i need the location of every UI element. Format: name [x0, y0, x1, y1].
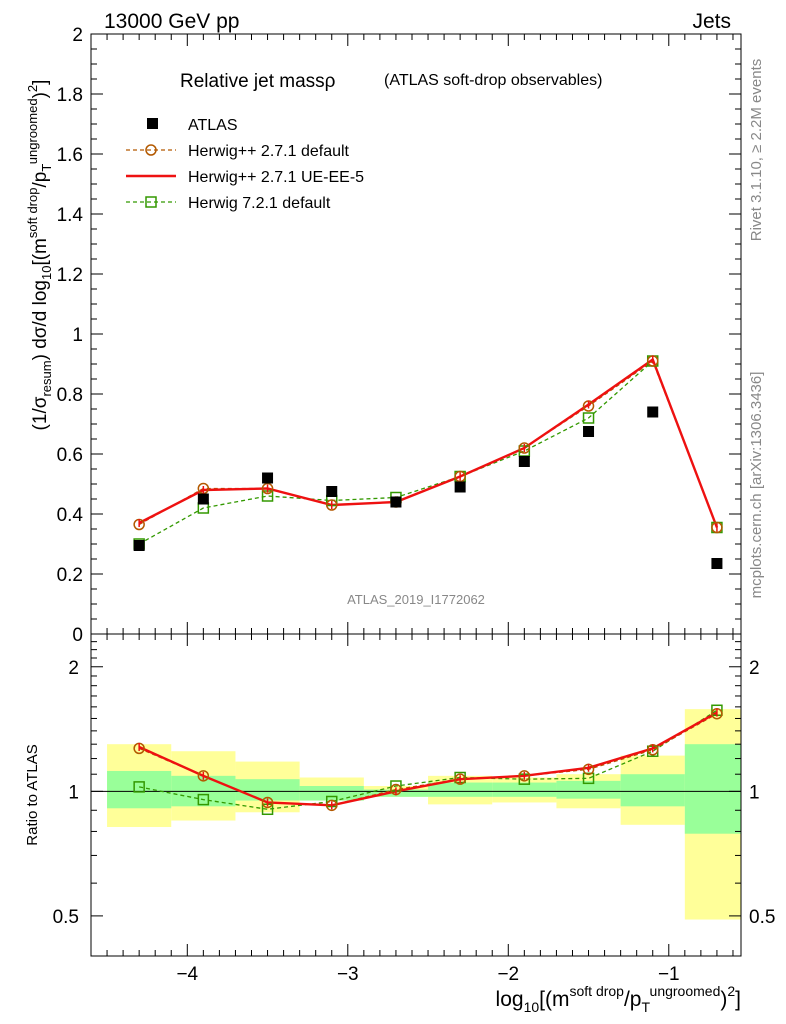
header-energy: 13000 GeV pp: [104, 10, 239, 33]
ratio-ytick-label: 0.5: [53, 907, 79, 928]
atlas-point: [647, 406, 659, 418]
ratio-band-inner: [428, 782, 493, 797]
legend-label-h721: Herwig 7.2.1 default: [188, 195, 331, 212]
series-line-ueee5: [138, 357, 719, 528]
legend: ATLAS Herwig++ 2.7.1 default Herwig++ 2.…: [126, 117, 364, 212]
legend-label-ueee5: Herwig++ 2.7.1 UE-EE-5: [188, 169, 364, 186]
plot-subtitle: (ATLAS soft-drop observables): [384, 72, 602, 89]
main-ytick-label: 0.6: [57, 445, 83, 466]
legend-marker-atlas: [147, 118, 158, 129]
plot-title: Relative jet massρ: [180, 71, 336, 92]
ratio-h271-point: [197, 770, 210, 782]
main-ytick-label: 1.8: [57, 85, 83, 106]
ratio-ytick-label: 1: [68, 782, 79, 803]
legend-marker-h271: [145, 144, 157, 156]
h271-point: [325, 499, 338, 511]
ratio-xtick-label: −2: [497, 964, 519, 985]
ratio-band-inner: [620, 774, 685, 807]
main-ytick-label: 2: [72, 25, 83, 46]
ratio-ylabel: Ratio to ATLAS: [24, 744, 41, 845]
h271-point: [518, 442, 531, 454]
atlas-point: [326, 486, 338, 497]
main-ytick-label: 0.8: [57, 385, 83, 406]
ratio-ytick-label-right: 0.5: [749, 907, 775, 928]
ratio-h271-point: [454, 773, 466, 785]
main-ytick-label: 1: [72, 325, 83, 346]
ratio-ytick-label-right: 2: [749, 658, 760, 679]
series-line-h271: [138, 359, 718, 528]
ratio-h721-point: [133, 781, 145, 793]
main-ytick-label: 1.2: [57, 265, 83, 286]
ratio-h271-point: [261, 796, 274, 809]
ratio-ytick-label: 2: [68, 658, 79, 679]
atlas-point: [197, 493, 209, 505]
mcplots-label: mcplots.cern.ch [arXiv:1306.3436]: [748, 372, 765, 599]
x-axis-label: log10[(msoft drop/pTungroomed)2]: [496, 983, 741, 1015]
ratio-band-inner: [107, 770, 172, 809]
h721-point: [582, 412, 595, 424]
legend-marker-h721: [145, 196, 157, 208]
ratio-line-ueee5: [138, 711, 718, 807]
ratio-band-inner: [299, 786, 364, 801]
h271-point: [711, 521, 723, 534]
analysis-id: ATLAS_2019_I1772062: [347, 592, 485, 607]
legend-label-h271: Herwig++ 2.7.1 default: [188, 143, 350, 160]
ratio-h271-point: [518, 770, 531, 782]
ratio-band-inner: [492, 782, 557, 797]
ratio-h721-point: [582, 772, 595, 785]
ratio-band-inner: [556, 780, 621, 799]
main-panel: 0 0.2 0.4 0.6 0.8 1 1.2 1.4 1.6 1.8 2: [57, 25, 742, 646]
atlas-point: [133, 540, 145, 551]
ratio-xtick-label: −1: [658, 964, 680, 985]
rivet-label: Rivet 3.1.10, ≥ 2.2M events: [748, 59, 765, 242]
atlas-point: [262, 472, 274, 484]
main-ytick-label: 0.4: [57, 505, 84, 526]
legend-label-atlas: ATLAS: [188, 117, 238, 134]
ratio-h721-point: [197, 793, 210, 806]
atlas-point: [518, 456, 530, 467]
ratio-panel: −4 −3 −2 −1 0.5 0.5 1 1 2 2: [53, 633, 775, 985]
atlas-point: [454, 481, 466, 493]
main-ytick-label: 1.4: [57, 205, 84, 226]
ratio-xtick-label: −3: [337, 964, 359, 985]
ratio-band-inner: [684, 744, 741, 834]
series-line-h721: [138, 359, 718, 545]
atlas-point: [583, 426, 595, 437]
ratio-h271-point: [325, 799, 338, 812]
main-ytick-label: 0.2: [57, 565, 83, 586]
main-ytick-label: 1.6: [57, 145, 83, 166]
ratio-ytick-label-right: 1: [749, 782, 760, 803]
ratio-xtick-label: −4: [176, 964, 198, 985]
main-ylabel: (1/σresum) dσ/d log10[(msoft drop/pTungr…: [25, 80, 54, 431]
main-ytick-label: 0: [72, 625, 83, 646]
header-process: Jets: [692, 10, 731, 33]
atlas-point: [390, 496, 402, 508]
atlas-point: [711, 558, 723, 569]
ratio-frame: [90, 633, 742, 957]
